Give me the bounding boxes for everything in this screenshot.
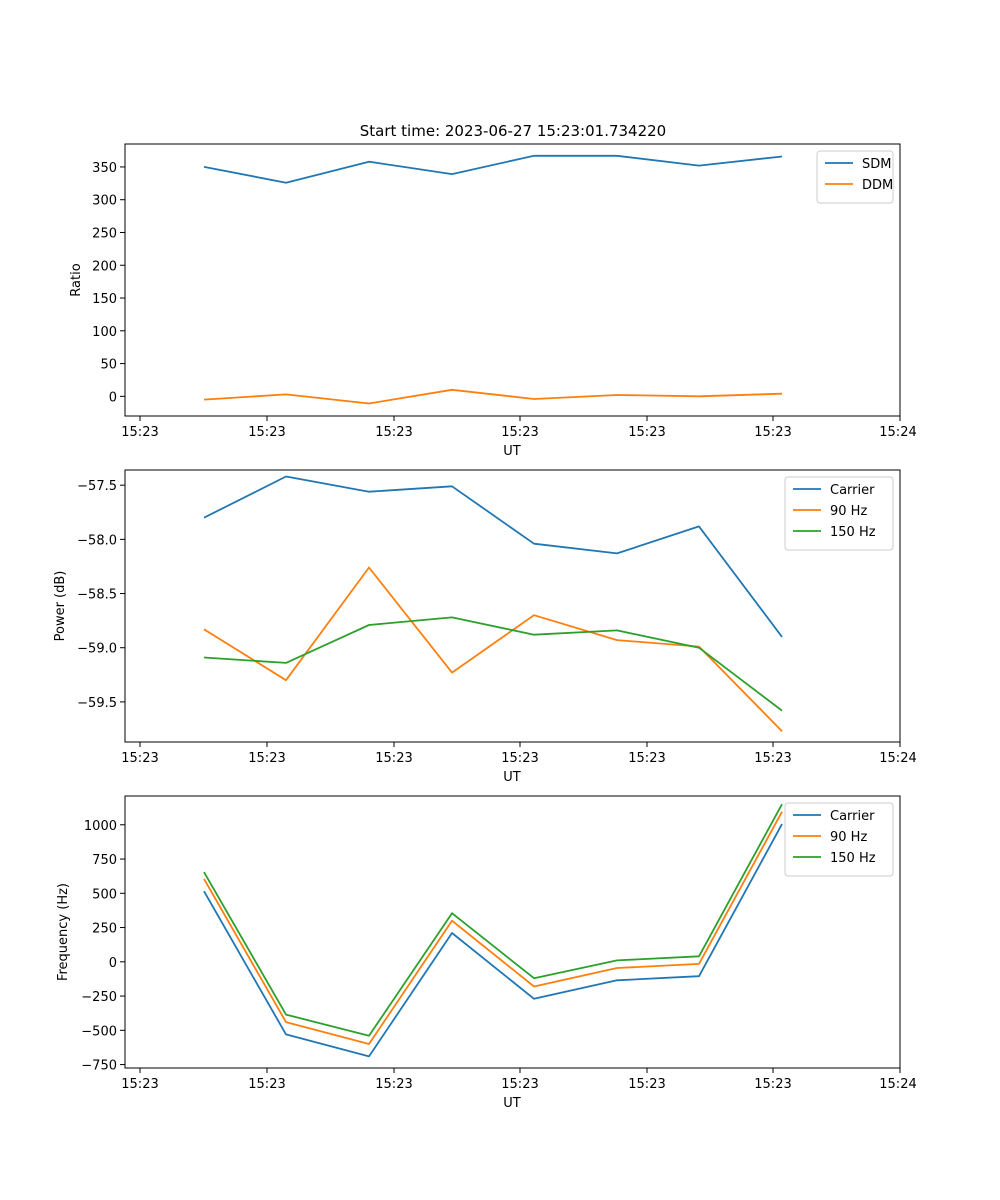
- x-tick-label: 15:23: [375, 751, 412, 766]
- legend: Carrier 90 Hz 150 Hz: [784, 802, 894, 877]
- x-tick-label: 15:23: [375, 425, 412, 440]
- x-tick-label: 15:23: [628, 1077, 665, 1092]
- series-line-90-hz: [203, 811, 783, 1045]
- x-tick-label: 15:23: [628, 425, 665, 440]
- legend: SDM DDM: [816, 150, 894, 204]
- series-line-carrier: [203, 823, 783, 1058]
- legend-box: [816, 150, 894, 204]
- y-tick-label: 0: [109, 390, 117, 405]
- plot-area-frame: [124, 469, 901, 743]
- x-tick-label: 15:23: [501, 1077, 538, 1092]
- x-tick-label: 15:23: [375, 1077, 412, 1092]
- y-tick-label: −58.0: [77, 533, 117, 548]
- x-tick-label: 15:23: [248, 751, 285, 766]
- legend-label: 90 Hz: [830, 830, 867, 845]
- chart-panels: 15:23 15:23 15:23 15:23 15:23 15:23 15:24 UT 0 50…: [53, 143, 917, 1111]
- y-tick-label: 250: [92, 226, 117, 241]
- x-tick-label: 15:23: [248, 1077, 285, 1092]
- x-tick-label: 15:23: [121, 751, 158, 766]
- legend-label: 150 Hz: [830, 851, 876, 866]
- y-tick-label: −250: [81, 990, 117, 1005]
- y-tick-label: 50: [100, 358, 117, 373]
- x-tick-label: 15:23: [121, 425, 158, 440]
- series-line-carrier: [203, 475, 783, 638]
- legend-label: DDM: [862, 178, 893, 193]
- series-line-90-hz: [203, 566, 783, 732]
- x-tick-label: 15:23: [501, 425, 538, 440]
- y-tick-label: 150: [92, 292, 117, 307]
- y-tick-label: 300: [92, 194, 117, 209]
- x-tick-label: 15:24: [879, 1077, 916, 1092]
- y-tick-label: −59.0: [77, 642, 117, 657]
- y-tick-label: −58.5: [77, 588, 117, 603]
- series-line-ddm: [203, 388, 783, 405]
- y-tick-label: 500: [92, 887, 117, 902]
- y-axis-label: Frequency (Hz): [56, 883, 71, 981]
- legend-label: 90 Hz: [830, 504, 867, 519]
- legend-label: SDM: [862, 157, 891, 172]
- y-tick-label: −59.5: [77, 696, 117, 711]
- chart-panel-2: 15:23 15:23 15:23 15:23 15:23 15:23 15:24 UT −59…: [53, 469, 917, 785]
- x-axis-label: UT: [503, 770, 521, 785]
- x-tick-label: 15:23: [628, 751, 665, 766]
- series-line-150-hz: [203, 803, 783, 1037]
- figure-title: Start time: 2023-06-27 15:23:01.734220: [360, 122, 666, 140]
- x-tick-label: 15:24: [879, 425, 916, 440]
- y-axis-label: Ratio: [69, 263, 84, 296]
- y-tick-label: −750: [81, 1059, 117, 1074]
- x-tick-label: 15:24: [879, 751, 916, 766]
- legend-label: 150 Hz: [830, 525, 876, 540]
- x-tick-label: 15:23: [121, 1077, 158, 1092]
- x-tick-label: 15:23: [754, 1077, 791, 1092]
- x-axis-label: UT: [503, 1096, 521, 1111]
- x-tick-label: 15:23: [501, 751, 538, 766]
- y-tick-label: 250: [92, 922, 117, 937]
- y-tick-label: −500: [81, 1024, 117, 1039]
- x-tick-label: 15:23: [248, 425, 285, 440]
- legend: Carrier 90 Hz 150 Hz: [784, 476, 894, 551]
- x-tick-label: 15:23: [754, 751, 791, 766]
- y-tick-label: 0: [109, 956, 117, 971]
- y-tick-label: 100: [92, 325, 117, 340]
- chart-panel-1: 15:23 15:23 15:23 15:23 15:23 15:23 15:24 UT 0 50…: [69, 143, 917, 459]
- legend-label: Carrier: [830, 483, 875, 498]
- y-tick-label: 750: [92, 853, 117, 868]
- y-tick-label: 200: [92, 259, 117, 274]
- chart-panel-3: 15:23 15:23 15:23 15:23 15:23 15:23 15:24 UT −75…: [56, 795, 917, 1111]
- y-tick-label: 350: [92, 161, 117, 176]
- y-axis-label: Power (dB): [53, 571, 68, 642]
- series-line-sdm: [203, 154, 783, 184]
- x-axis-label: UT: [503, 444, 521, 459]
- series-line-150-hz: [203, 616, 783, 712]
- y-tick-label: −57.5: [77, 479, 117, 494]
- legend-label: Carrier: [830, 809, 875, 824]
- x-tick-label: 15:23: [754, 425, 791, 440]
- y-tick-label: 1000: [84, 819, 117, 834]
- plot-area-frame: [124, 795, 901, 1069]
- plot-area-frame: [124, 143, 901, 417]
